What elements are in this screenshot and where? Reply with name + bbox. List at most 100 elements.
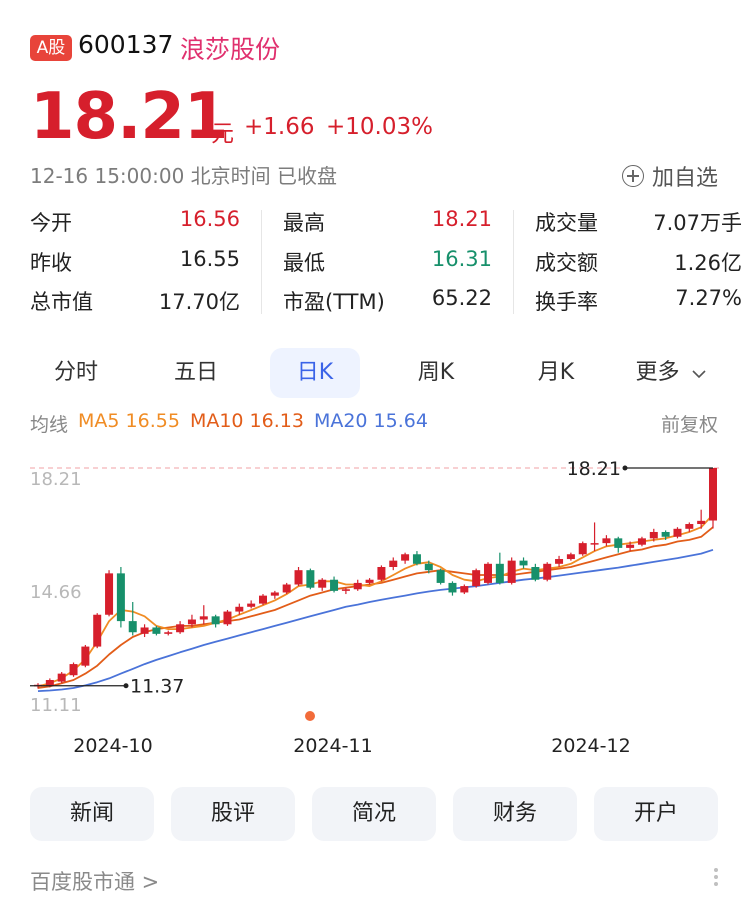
chevron-down-icon [691,370,706,379]
tab-wuri[interactable]: 五日 [173,360,218,385]
candle [578,543,587,555]
candle [223,611,232,625]
profile-button[interactable]: 简况 [312,787,436,841]
min-annotation-dot [123,683,129,689]
candle [128,621,137,633]
candle [697,520,706,525]
ma5-line [37,513,714,688]
ma5-value: MA5 16.55 [78,410,180,432]
candle [353,582,362,590]
candle [436,570,445,583]
tab-yuek[interactable]: 月K [537,360,575,385]
tab-more[interactable]: 更多 [625,348,717,398]
tab-fenshi[interactable]: 分时 [53,360,98,385]
y-tick-label: 18.21 [30,469,82,490]
stats-divider [261,210,262,314]
ma20-value: MA20 15.64 [313,410,428,432]
y-tick-label: 14.66 [30,582,82,603]
y-tick-label: 11.11 [30,695,82,716]
stat-label: 总市值 [30,290,93,314]
candle [626,544,635,548]
x-tick-label: 2024-10 [73,735,152,757]
candle [318,579,327,588]
quote-time: 12-16 15:00:00 北京时间 已收盘 [30,164,338,188]
x-tick-label: 2024-11 [293,735,372,757]
min-annotation-label: 11.37 [130,676,184,698]
tab-more-label: 更多 [635,360,680,385]
ma10-value: MA10 16.13 [189,410,304,432]
candle [555,559,564,564]
candle [152,627,161,634]
stat-label: 换手率 [535,290,598,314]
ma-legend: 均线 MA5 16.55 MA10 16.13 MA20 15.64 [30,410,428,437]
candle [519,560,528,566]
stat-label: 最高 [283,211,325,235]
more-options-icon[interactable] [714,865,720,889]
finance-button[interactable]: 财务 [453,787,577,841]
event-marker-dot [305,711,315,721]
candle [661,531,670,537]
candle [259,595,267,604]
stat-label: 成交额 [535,251,598,275]
stat-label: 昨收 [30,251,72,275]
baidu-stock-link[interactable]: 百度股市通 > [30,870,160,894]
stat-label: 最低 [283,251,325,275]
add-watchlist-label: 加自选 [651,166,718,191]
stat-value: 7.07万手 [653,211,742,235]
candle [57,673,66,682]
candle [176,624,185,633]
candle [543,563,552,580]
candle [412,554,421,564]
stat-value: 65.22 [431,286,492,310]
candle [93,614,102,647]
candle [685,524,694,529]
stat-label: 成交量 [535,211,598,235]
max-annotation-dot [622,465,628,471]
candle [401,554,410,561]
current-price: 18.21 [30,80,228,154]
candle [330,579,339,591]
candle [365,579,374,583]
candle [472,570,481,587]
stat-value: 16.55 [179,247,240,271]
candle [484,563,492,583]
ma10-line [37,526,714,689]
candle [45,679,54,686]
candle [377,566,386,580]
stat-value: 7.27% [675,286,742,310]
stats-divider [513,210,514,314]
candle [389,560,398,567]
candle [460,586,469,593]
add-watchlist-button[interactable]: 加自选 [621,160,718,192]
candle [164,632,173,634]
ma-legend-label: 均线 [30,414,69,436]
candle [602,538,611,544]
tab-rik[interactable]: 日K [270,348,360,398]
candle [614,538,623,548]
candle [247,603,256,607]
adjust-type-toggle[interactable]: 前复权 [660,414,718,436]
candle [709,468,717,521]
candle [673,528,682,537]
candle [531,566,540,580]
plus-circle-icon [621,165,644,187]
stock-code: 600137 [78,30,174,59]
stat-value: 17.70亿 [158,290,240,314]
candle [507,560,516,583]
candle [270,592,279,596]
kline-chart[interactable]: 18.21 14.66 11.11 18.21 11.37 2024-10 2024-11 2… [0,440,750,770]
candle [187,619,196,625]
candle [566,554,575,560]
stat-label: 市盈(TTM) [283,290,385,314]
stat-value: 16.56 [179,207,240,231]
open-account-button[interactable]: 开户 [594,787,718,841]
candle [424,563,433,571]
stat-value: 18.21 [431,207,492,231]
candle [590,543,599,545]
news-button[interactable]: 新闻 [30,787,154,841]
candle [341,589,350,591]
x-tick-label: 2024-12 [551,735,630,757]
candle [495,563,504,583]
tab-zhouk[interactable]: 周K [417,360,455,385]
comments-button[interactable]: 股评 [171,787,295,841]
